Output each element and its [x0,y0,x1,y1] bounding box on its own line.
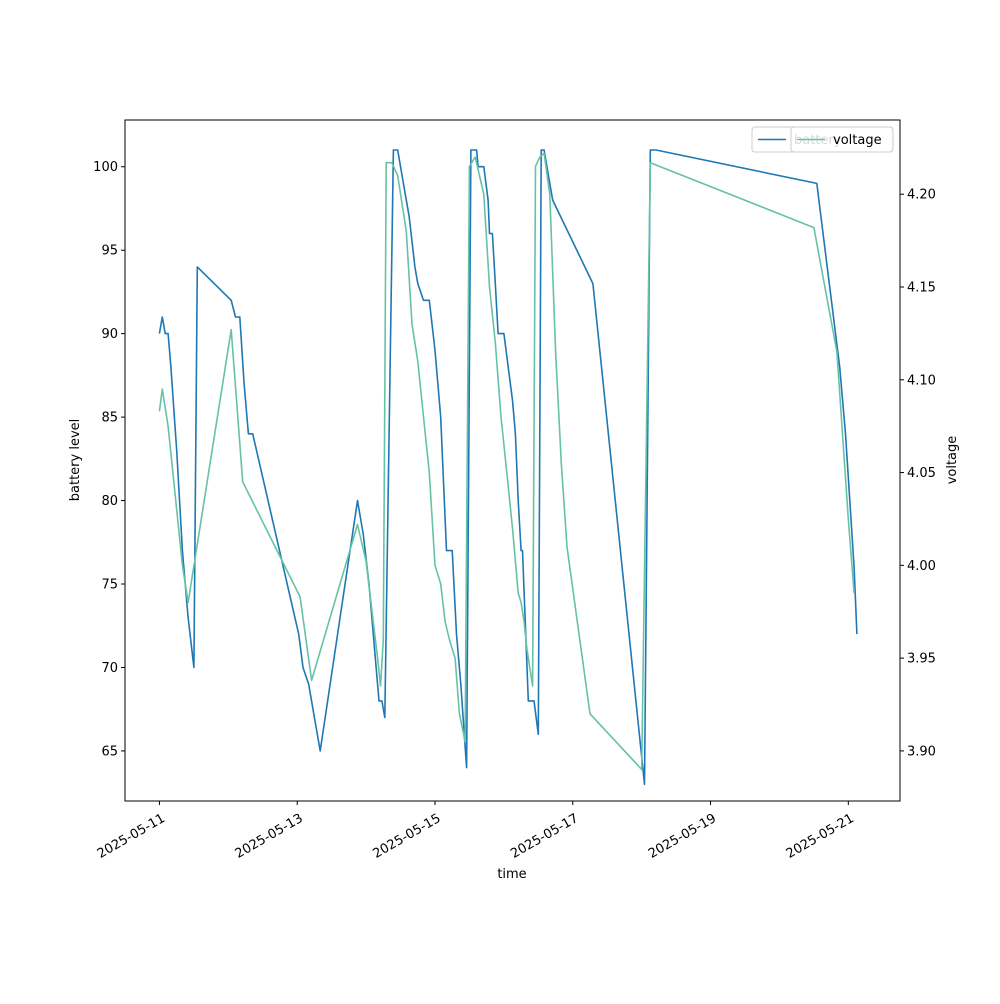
legend-box [790,126,894,153]
y-axis-right: 3.90 3.95 4.00 4.05 4.10 4.15 4.20 [900,188,936,759]
x-axis-label: time [497,867,526,882]
y-left-tick-label: 85 [101,411,118,426]
y-left-tick-label: 95 [101,244,118,259]
y-left-tick-label: 75 [101,578,118,593]
plot-frame [124,119,901,802]
y-right-tick-label: 4.20 [907,188,936,203]
y-right-tick-label: 4.00 [907,559,936,574]
y-right-tick-label: 4.15 [907,281,936,296]
y-right-tick-label: 4.10 [907,373,936,388]
y-right-tick-label: 3.95 [907,652,936,667]
y-right-tick-label: 3.90 [907,744,936,759]
series-layer [158,149,858,786]
series-line-voltage [158,152,855,771]
y-axis-right-label: voltage [945,436,960,485]
legend-2: voltage [790,126,894,153]
legend-layer: batteryvoltage [751,126,894,153]
y-left-tick-label: 70 [101,661,118,676]
y-left-tick-label: 90 [101,327,118,342]
y-axis-left-label: battery level [68,419,83,502]
legend-label: voltage [833,133,882,148]
series-line-battery [158,149,858,786]
y-right-tick-label: 4.05 [907,466,936,481]
y-axis-left: 65 70 75 80 85 90 95 100 [93,160,125,759]
y-left-tick-label: 80 [101,494,118,509]
y-left-tick-label: 100 [93,160,118,175]
y-left-tick-label: 65 [101,744,118,759]
